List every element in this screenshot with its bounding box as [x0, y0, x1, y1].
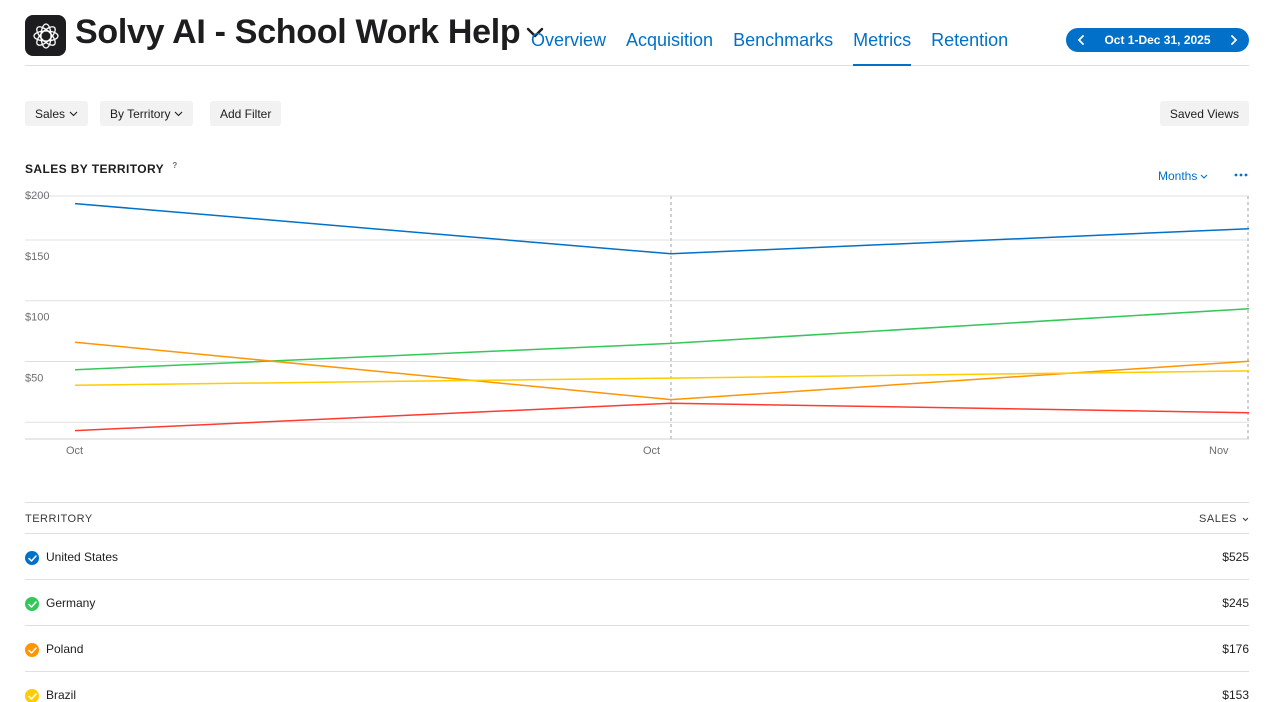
table-row[interactable]: Poland $176 — [25, 626, 1249, 672]
table-row[interactable]: United States $525 — [25, 534, 1249, 580]
series-line-2 — [74, 341, 1250, 401]
column-header-sales-label: SALES — [1199, 513, 1237, 525]
checkmark-icon[interactable] — [25, 551, 39, 565]
series-line-1 — [74, 307, 1250, 371]
checkmark-icon[interactable] — [25, 643, 39, 657]
x-tick-label: Nov — [1209, 445, 1229, 457]
series-line-0 — [74, 202, 1250, 255]
dimension-label: By Territory — [110, 106, 171, 121]
tab-metrics[interactable]: Metrics — [853, 0, 912, 66]
chevron-right-icon[interactable] — [1227, 33, 1241, 47]
checkmark-icon[interactable] — [25, 689, 39, 702]
chevron-down-icon — [526, 27, 544, 39]
chevron-down-icon — [69, 111, 78, 117]
period-dropdown[interactable]: Months — [1158, 169, 1208, 183]
checkmark-icon[interactable] — [25, 597, 39, 611]
territory-table: TERRITORY SALES United States $525 Germany… — [25, 502, 1249, 702]
chevron-down-icon — [1200, 174, 1208, 179]
nav-tabs: Overview Acquisition Benchmarks Metrics … — [531, 0, 1028, 66]
chart-title: SALES BY TERRITORY ? — [25, 160, 180, 177]
measure-dropdown[interactable]: Sales — [25, 101, 89, 126]
territory-name: Brazil — [46, 688, 77, 702]
tab-overview[interactable]: Overview — [531, 30, 607, 50]
series-line-4 — [74, 402, 1250, 432]
table-row[interactable]: Germany $245 — [25, 580, 1249, 626]
app-logo-icon — [25, 15, 66, 56]
tab-retention[interactable]: Retention — [931, 30, 1009, 50]
y-tick-label: $150 — [25, 251, 49, 263]
tab-acquisition[interactable]: Acquisition — [626, 30, 714, 50]
sales-value: $176 — [1222, 642, 1249, 656]
chevron-down-icon — [174, 111, 183, 117]
sort-chevron-icon — [1242, 517, 1249, 522]
date-range-label[interactable]: Oct 1-Dec 31, 2025 — [1104, 33, 1211, 47]
add-filter-button[interactable]: Add Filter — [210, 101, 282, 126]
x-tick-label: Oct — [643, 445, 660, 457]
app-header: Solvy AI - School Work Help Overview Acq… — [25, 0, 1249, 66]
dimension-dropdown[interactable]: By Territory — [100, 101, 194, 126]
table-header: TERRITORY SALES — [25, 502, 1249, 534]
y-tick-label: $200 — [25, 190, 49, 202]
column-header-sales[interactable]: SALES — [1199, 513, 1249, 525]
y-tick-label: $100 — [25, 312, 49, 324]
measure-label: Sales — [35, 106, 66, 121]
sales-value: $525 — [1222, 550, 1249, 564]
app-title-text: Solvy AI - School Work Help — [75, 13, 521, 51]
territory-name: United States — [46, 550, 119, 564]
table-row[interactable]: Brazil $153 — [25, 672, 1249, 702]
chevron-left-icon[interactable] — [1074, 33, 1088, 47]
tab-benchmarks[interactable]: Benchmarks — [733, 30, 834, 50]
chart-title-text: SALES BY TERRITORY — [25, 162, 165, 176]
sales-value: $245 — [1222, 596, 1249, 610]
y-tick-label: $50 — [25, 372, 43, 384]
saved-views-button[interactable]: Saved Views — [1159, 101, 1249, 126]
x-tick-label: Oct — [66, 445, 83, 457]
column-header-territory[interactable]: TERRITORY — [25, 513, 93, 525]
more-options-icon[interactable] — [1232, 167, 1250, 183]
territory-name: Germany — [46, 596, 96, 610]
territory-name: Poland — [46, 642, 84, 656]
sales-line-chart: $200 $150 $100 $50 Oct Oct Nov — [25, 190, 1250, 457]
period-label: Months — [1158, 169, 1198, 183]
date-range-selector: Oct 1-Dec 31, 2025 — [1066, 28, 1249, 52]
app-title-dropdown[interactable]: Solvy AI - School Work Help — [75, 13, 544, 52]
help-icon[interactable]: ? — [172, 160, 178, 170]
series-line-3 — [74, 370, 1250, 386]
sales-value: $153 — [1222, 688, 1249, 702]
table-body: United States $525 Germany $245 Poland $176 Br… — [25, 534, 1249, 702]
